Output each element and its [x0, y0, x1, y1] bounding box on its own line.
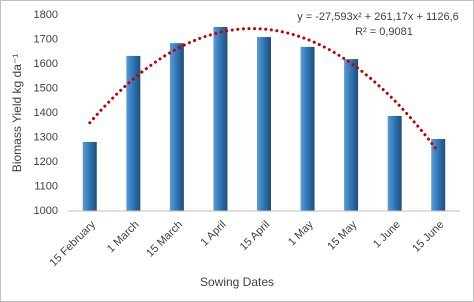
- y-tick-label: 1000: [34, 205, 58, 217]
- x-axis-label: Sowing Dates: [200, 275, 274, 289]
- y-tick-label: 1400: [34, 107, 58, 119]
- y-tick-label: 1300: [34, 131, 58, 143]
- bar: [344, 59, 359, 211]
- bar: [387, 115, 402, 211]
- trend-r-squared: R² = 0,9081: [355, 26, 413, 38]
- y-tick-label: 1100: [34, 180, 58, 192]
- y-tick-label: 1200: [34, 156, 58, 168]
- bar: [213, 27, 228, 211]
- bar: [431, 138, 446, 211]
- bar: [300, 46, 315, 211]
- bar: [126, 55, 141, 211]
- y-tick-label: 1500: [34, 82, 58, 94]
- y-tick-label: 1700: [34, 33, 58, 45]
- bar: [169, 43, 184, 211]
- bar: [82, 141, 97, 211]
- bar: [257, 37, 271, 211]
- y-axis-label: Biomass Yield kg da⁻¹: [10, 54, 24, 172]
- y-tick-label: 1800: [34, 9, 58, 21]
- trend-equation: y = -27,593x² + 261,17x + 1126,6: [297, 11, 459, 23]
- trendline: [88, 27, 440, 154]
- y-tick-label: 1600: [34, 58, 58, 70]
